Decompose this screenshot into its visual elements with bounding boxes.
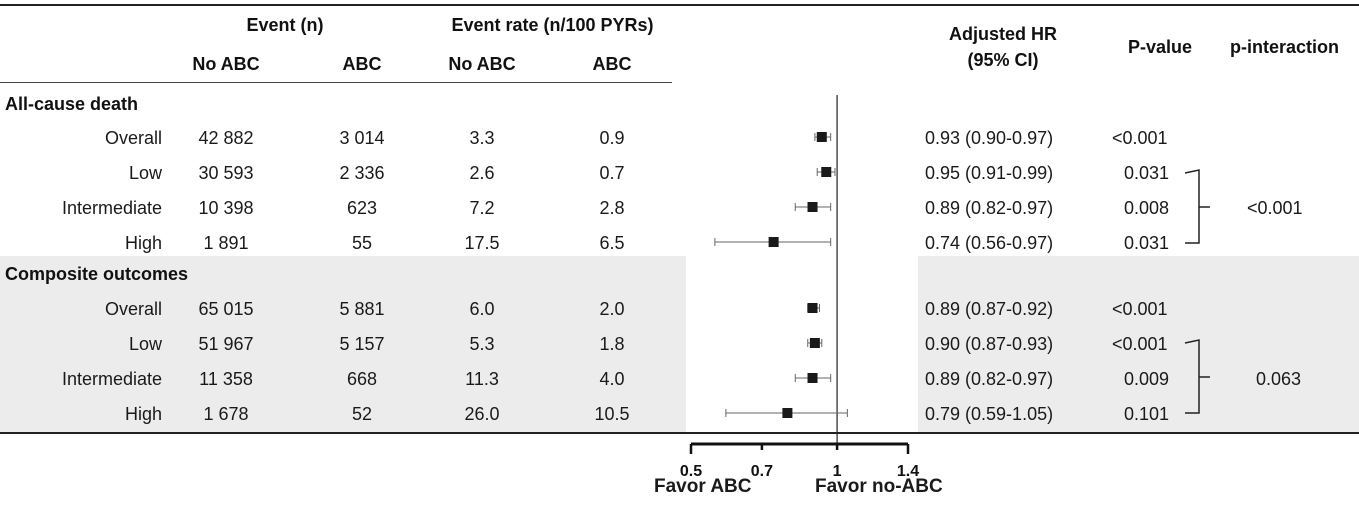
interaction-brackets — [1184, 169, 1210, 414]
cell-p: <0.001 — [1112, 299, 1168, 319]
cell-rate-abc: 1.8 — [599, 334, 625, 354]
hr-point — [807, 202, 818, 212]
cell-n-no-abc: 30 593 — [198, 163, 254, 183]
cell-n-abc: 5 881 — [339, 299, 385, 319]
row-label: Low — [128, 334, 162, 354]
header-abc-rate: ABC — [592, 54, 632, 74]
bottom-rule — [0, 432, 1359, 434]
cell-n-no-abc: 51 967 — [198, 334, 254, 354]
cell-n-no-abc: 42 882 — [198, 128, 254, 148]
cell-n-no-abc: 1 678 — [203, 404, 249, 424]
cell-rate-abc: 0.7 — [599, 163, 625, 183]
header-abc-n: ABC — [342, 54, 382, 74]
cell-hr: 0.74 (0.56-0.97) — [925, 233, 1054, 253]
cell-hr: 0.79 (0.59-1.05) — [925, 404, 1054, 424]
cell-n-no-abc: 10 398 — [198, 198, 254, 218]
cell-p: 0.008 — [1124, 198, 1170, 218]
header-adjusted-hr: Adjusted HR — [949, 24, 1057, 44]
row-label: High — [124, 233, 162, 253]
x-tick-label: 0.7 — [751, 463, 773, 480]
header-p-interaction: p-interaction — [1229, 37, 1339, 57]
x-tick-label: 0.5 — [680, 463, 702, 480]
cell-n-no-abc: 1 891 — [203, 233, 249, 253]
row-label: Overall — [104, 128, 162, 148]
cell-p: 0.101 — [1124, 404, 1170, 424]
hr-point — [816, 132, 827, 142]
header-no-abc-n: No ABC — [192, 54, 260, 74]
cell-n-abc: 52 — [351, 404, 373, 424]
row-label: Low — [128, 163, 162, 183]
row-label: Intermediate — [61, 369, 162, 389]
cell-rate-abc: 2.8 — [599, 198, 625, 218]
cell-rate-no-abc: 5.3 — [469, 334, 495, 354]
forest-plot-layer: 0.5 0.7 1 1.4 — [680, 95, 919, 480]
hr-point — [809, 338, 820, 348]
composite-band-right — [918, 256, 1359, 433]
cell-n-abc: 55 — [351, 233, 373, 253]
hr-point — [807, 373, 818, 383]
bracket-composite — [1184, 339, 1210, 414]
cell-hr: 0.89 (0.87-0.92) — [925, 299, 1054, 319]
section-title: Composite outcomes — [5, 264, 189, 284]
row-label: High — [124, 404, 162, 424]
header-event-rate: Event rate (n/100 PYRs) — [451, 15, 654, 35]
composite-band-left — [0, 256, 686, 433]
row-label: Overall — [104, 299, 162, 319]
cell-rate-abc: 4.0 — [599, 369, 625, 389]
favor-abc-label: Favor ABC — [654, 476, 752, 497]
cell-p: 0.009 — [1124, 369, 1170, 389]
header-event-n: Event (n) — [246, 15, 324, 35]
x-tick-label: 1 — [833, 463, 842, 480]
cell-rate-abc: 0.9 — [599, 128, 625, 148]
cell-rate-no-abc: 2.6 — [469, 163, 495, 183]
cell-p: 0.031 — [1124, 233, 1170, 253]
cell-n-abc: 668 — [346, 369, 378, 389]
header-no-abc-rate: No ABC — [448, 54, 516, 74]
cell-hr: 0.90 (0.87-0.93) — [925, 334, 1054, 354]
cell-hr: 0.95 (0.91-0.99) — [925, 163, 1054, 183]
cell-rate-no-abc: 17.5 — [464, 233, 500, 253]
hr-point — [821, 167, 832, 177]
cell-p: <0.001 — [1112, 128, 1168, 148]
x-tick-label: 1.4 — [897, 463, 919, 480]
row-label: Intermediate — [61, 198, 162, 218]
cell-hr: 0.93 (0.90-0.97) — [925, 128, 1054, 148]
hr-point — [807, 303, 818, 313]
cell-n-no-abc: 11 358 — [199, 369, 253, 389]
cell-rate-no-abc: 6.0 — [469, 299, 495, 319]
cell-hr: 0.89 (0.82-0.97) — [925, 369, 1054, 389]
cell-n-abc: 5 157 — [339, 334, 385, 354]
section-title: All-cause death — [5, 94, 139, 114]
cell-hr: 0.89 (0.82-0.97) — [925, 198, 1054, 218]
hr-point — [768, 237, 779, 247]
p-interaction-value: 0.063 — [1256, 369, 1302, 389]
cell-p: 0.031 — [1124, 163, 1170, 183]
favor-no-abc-label: Favor no-ABC — [815, 476, 943, 497]
cell-n-no-abc: 65 015 — [198, 299, 254, 319]
top-rule — [0, 4, 1359, 6]
header-p-value: P-value — [1127, 37, 1193, 57]
cell-rate-no-abc: 11.3 — [465, 369, 499, 389]
header-rule — [0, 82, 672, 83]
bracket-all-cause — [1184, 169, 1210, 244]
p-interaction-value: <0.001 — [1247, 198, 1303, 218]
cell-rate-no-abc: 7.2 — [469, 198, 495, 218]
cell-n-abc: 2 336 — [339, 163, 385, 183]
cell-rate-no-abc: 26.0 — [464, 404, 500, 424]
cell-n-abc: 623 — [346, 198, 378, 218]
cell-n-abc: 3 014 — [339, 128, 385, 148]
cell-p: <0.001 — [1112, 334, 1168, 354]
cell-rate-no-abc: 3.3 — [469, 128, 495, 148]
cell-rate-abc: 10.5 — [594, 404, 630, 424]
cell-rate-abc: 6.5 — [599, 233, 625, 253]
header-95ci: (95% CI) — [967, 50, 1039, 70]
cell-rate-abc: 2.0 — [599, 299, 625, 319]
hr-point — [782, 408, 793, 418]
